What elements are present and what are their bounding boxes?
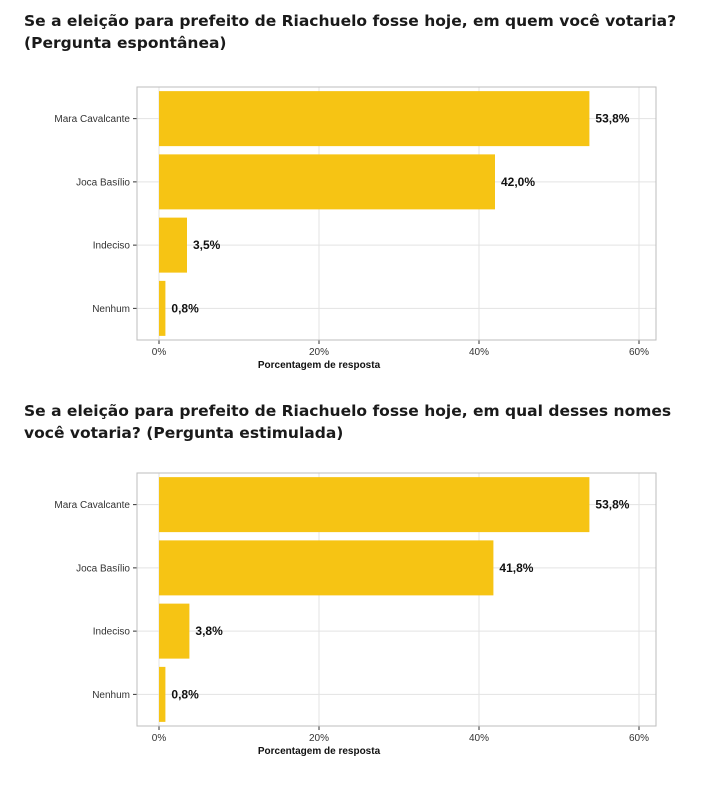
chart-2-x-tick-label: 40%	[469, 733, 489, 744]
chart-1-title-line-2: (Pergunta espontânea)	[24, 34, 227, 52]
chart-1-x-tick-label: 20%	[309, 347, 329, 358]
chart-2-x-tick-label: 20%	[309, 733, 329, 744]
chart-1-bar	[159, 217, 187, 273]
chart-1-x-tick-label: 60%	[629, 347, 649, 358]
chart-2-y-tick-label: Nenhum	[92, 690, 130, 701]
chart-2-y-tick-label: Joca Basílio	[76, 563, 130, 574]
chart-1-x-tick-label: 0%	[152, 347, 167, 358]
chart-1-x-axis-title: Porcentagem de resposta	[258, 360, 381, 371]
chart-1-data-label: 3,5%	[193, 238, 221, 252]
chart-1-data-label: 42,0%	[501, 175, 535, 189]
chart-1-plot: 0% 20% 40% 60% 53,8% Mara Cavalcante 42,0% Joca…	[54, 86, 657, 371]
chart-2-bar	[159, 603, 190, 659]
chart-2-x-tick-label: 0%	[152, 733, 167, 744]
chart-1-y-tick-label: Indeciso	[93, 241, 131, 252]
chart-2-x-axis-title: Porcentagem de resposta	[258, 746, 381, 757]
chart-1-y-tick-label: Nenhum	[92, 304, 130, 315]
chart-2-title-line-1: Se a eleição para prefeito de Riachuelo …	[24, 402, 672, 420]
chart-2-bar	[159, 477, 590, 533]
chart-2-title-line-2: você votaria? (Pergunta estimulada)	[24, 424, 344, 442]
chart-1-y-tick-label: Joca Basílio	[76, 177, 130, 188]
chart-2-y-tick-label: Indeciso	[93, 627, 131, 638]
chart-1-bar	[159, 91, 590, 147]
chart-2-plot: 0% 20% 40% 60% 53,8% Mara Cavalcante 41,8% Joca…	[54, 472, 657, 757]
chart-2-title: Se a eleição para prefeito de Riachuelo …	[24, 400, 704, 444]
chart-1-bar	[159, 154, 495, 210]
chart-2-data-label: 41,8%	[499, 561, 533, 575]
chart-1-data-label: 53,8%	[595, 112, 629, 126]
chart-2-bar	[159, 540, 494, 596]
chart-1-bar	[159, 280, 166, 336]
chart-2-data-label: 53,8%	[595, 498, 629, 512]
chart-1-title-line-1: Se a eleição para prefeito de Riachuelo …	[24, 12, 677, 30]
chart-1-x-tick-label: 40%	[469, 347, 489, 358]
chart-2-data-label: 3,8%	[195, 624, 223, 638]
chart-1-y-tick-label: Mara Cavalcante	[54, 114, 130, 125]
chart-1-title: Se a eleição para prefeito de Riachuelo …	[24, 10, 704, 54]
chart-2-y-tick-label: Mara Cavalcante	[54, 500, 130, 511]
chart-2-bar	[159, 666, 166, 722]
chart-2-x-tick-label: 60%	[629, 733, 649, 744]
chart-2-data-label: 0,8%	[171, 687, 199, 701]
chart-2-frame	[136, 472, 657, 727]
chart-1-data-label: 0,8%	[171, 301, 199, 315]
chart-1-frame	[136, 86, 657, 341]
